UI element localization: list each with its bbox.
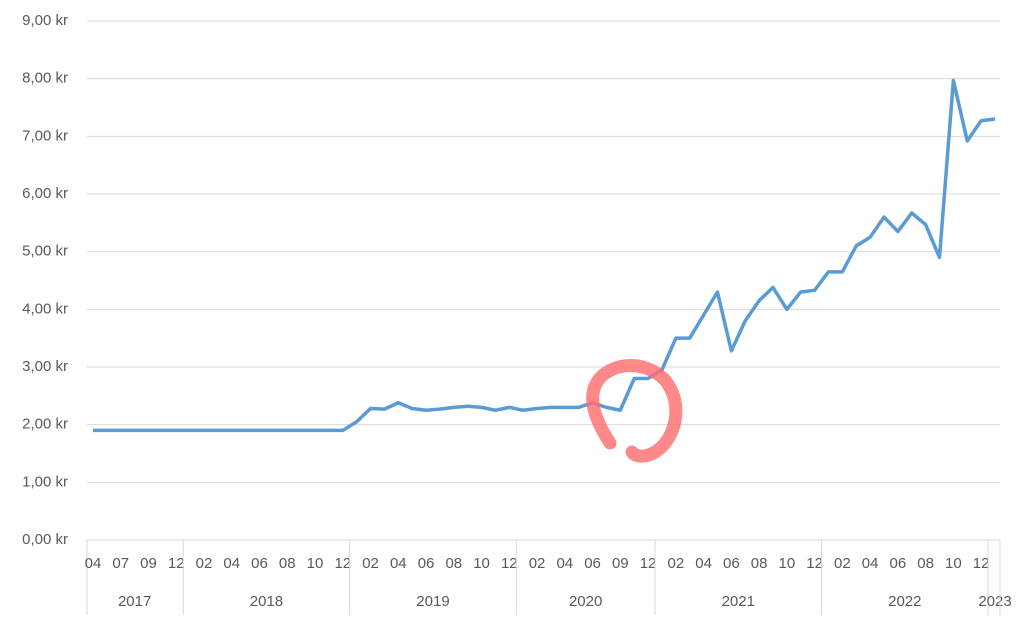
y-tick-label: 8,00 kr (22, 70, 68, 87)
x-tick-label: 04 (862, 555, 879, 572)
x-tick-label: 06 (418, 555, 435, 572)
x-tick-label: 10 (473, 555, 490, 572)
x-tick-label: 02 (667, 555, 684, 572)
x-tick-label: 02 (362, 555, 379, 572)
x-tick-label: 06 (723, 555, 740, 572)
x-tick-label: 02 (196, 555, 213, 572)
year-label: 2018 (250, 593, 283, 610)
x-tick-label: 06 (890, 555, 907, 572)
plot-area: 0,00 kr 1,00 kr 2,00 kr 3,00 kr 4,00 kr 5,00 … (22, 12, 1012, 615)
x-tick-label: 04 (556, 555, 573, 572)
x-tick-label: 08 (751, 555, 768, 572)
x-tick-label: 12 (806, 555, 823, 572)
x-tick-label: 12 (168, 555, 185, 572)
x-tick-label: 06 (251, 555, 268, 572)
x-tick-label: 02 (529, 555, 546, 572)
x-tick-label: 04 (390, 555, 407, 572)
year-label: 2020 (569, 593, 602, 610)
x-tick-label: 08 (445, 555, 462, 572)
y-tick-label: 7,00 kr (22, 127, 68, 144)
x-tick-label: 12 (334, 555, 351, 572)
year-label: 2021 (722, 593, 755, 610)
x-tick-label: 04 (695, 555, 712, 572)
x-tick-label: 07 (112, 555, 129, 572)
x-tick-label: 04 (223, 555, 240, 572)
x-tick-label: 10 (307, 555, 324, 572)
y-tick-label: 9,00 kr (22, 12, 68, 29)
year-label: 2023 (978, 593, 1011, 610)
y-tick-label: 2,00 kr (22, 416, 68, 433)
x-tick-label: 12 (973, 555, 990, 572)
x-tick-label: 10 (945, 555, 962, 572)
x-tick-label: 10 (779, 555, 796, 572)
year-label: 2022 (888, 593, 921, 610)
x-tick-label: 09 (612, 555, 629, 572)
x-tick-label: 12 (501, 555, 518, 572)
y-tick-label: 6,00 kr (22, 185, 68, 202)
y-tick-label: 0,00 kr (22, 531, 68, 548)
year-label: 2017 (118, 593, 151, 610)
y-tick-label: 4,00 kr (22, 300, 68, 317)
x-tick-label: 02 (834, 555, 851, 572)
x-tick-label: 08 (279, 555, 296, 572)
x-tick-label: 12 (640, 555, 657, 572)
year-label: 2019 (416, 593, 449, 610)
x-tick-label: 04 (85, 555, 102, 572)
x-tick-label: 09 (140, 555, 157, 572)
price-line (93, 78, 996, 433)
x-tick-label: 06 (584, 555, 601, 572)
y-tick-label: 1,00 kr (22, 473, 68, 490)
x-tick-label: 08 (917, 555, 934, 572)
y-tick-label: 3,00 kr (22, 358, 68, 375)
y-tick-label: 5,00 kr (22, 243, 68, 260)
highlight-scribble (586, 359, 683, 463)
